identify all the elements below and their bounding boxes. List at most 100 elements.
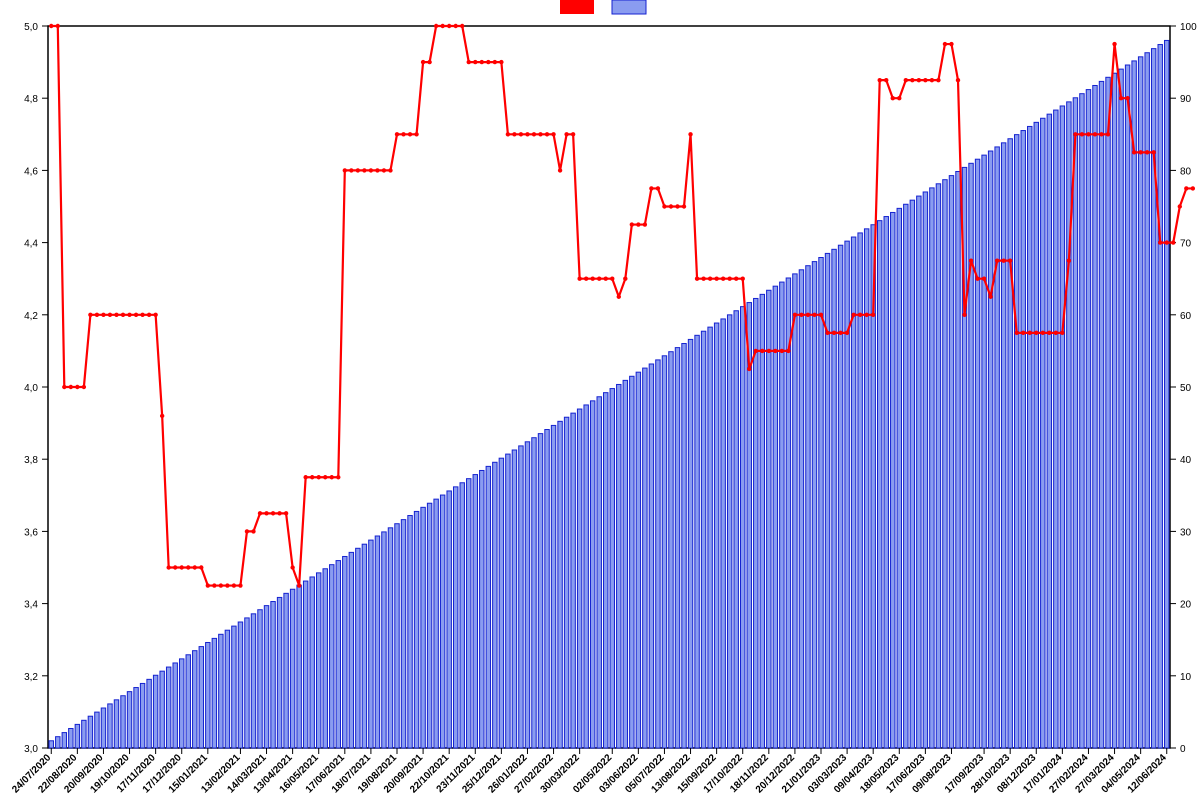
bar [69, 728, 73, 748]
line-marker [434, 24, 438, 28]
line-marker [62, 385, 66, 389]
line-marker [303, 475, 307, 479]
bar [1112, 73, 1116, 748]
bar [956, 171, 960, 748]
line-marker [1008, 258, 1012, 262]
line-marker [245, 529, 249, 533]
bar [551, 425, 555, 748]
line-marker [101, 313, 105, 317]
line-marker [956, 78, 960, 82]
bar [401, 520, 405, 748]
line-marker [962, 313, 966, 317]
bar [930, 188, 934, 748]
bar [323, 569, 327, 748]
line-marker [284, 511, 288, 515]
line-marker [440, 24, 444, 28]
bar [923, 192, 927, 748]
line-marker [349, 168, 353, 172]
line-marker [1093, 132, 1097, 136]
line-marker [714, 277, 718, 281]
bar [173, 663, 177, 748]
bar [316, 573, 320, 748]
line-marker [630, 222, 634, 226]
line-marker [336, 475, 340, 479]
bar [271, 602, 275, 748]
line-marker [845, 331, 849, 335]
y-right-label: 80 [1180, 166, 1192, 177]
line-marker [1119, 96, 1123, 100]
line-marker [264, 511, 268, 515]
bar [330, 565, 334, 748]
bar [1086, 90, 1090, 748]
bar [134, 688, 138, 748]
bar [558, 421, 562, 748]
y-left-label: 3,6 [24, 527, 38, 538]
line-marker [897, 96, 901, 100]
line-marker [1021, 331, 1025, 335]
line-marker [1132, 150, 1136, 154]
line-marker [310, 475, 314, 479]
bar [532, 438, 536, 748]
bar [636, 372, 640, 748]
y-right-label: 70 [1180, 239, 1192, 250]
bar [571, 413, 575, 748]
bar [819, 258, 823, 748]
bar [349, 552, 353, 748]
bar [943, 180, 947, 748]
line-marker [1099, 132, 1103, 136]
bar [1041, 118, 1045, 748]
line-marker [701, 277, 705, 281]
bar [1073, 98, 1077, 748]
line-marker [825, 331, 829, 335]
bar [806, 266, 810, 748]
bar [95, 712, 99, 748]
line-marker [232, 583, 236, 587]
line-marker [401, 132, 405, 136]
line-marker [480, 60, 484, 64]
bar [153, 675, 157, 748]
line-marker [369, 168, 373, 172]
line-marker [454, 24, 458, 28]
line-marker [721, 277, 725, 281]
bar [604, 393, 608, 748]
line-marker [975, 277, 979, 281]
line-marker [708, 277, 712, 281]
bar [219, 634, 223, 748]
bar [630, 376, 634, 748]
line-marker [1178, 204, 1182, 208]
bar [258, 610, 262, 748]
line-marker [1073, 132, 1077, 136]
bar [232, 626, 236, 748]
bar [1060, 106, 1064, 748]
bar [1099, 81, 1103, 748]
bar [56, 737, 60, 748]
bar [101, 708, 105, 748]
line-marker [414, 132, 418, 136]
line-marker [995, 258, 999, 262]
line-marker [186, 565, 190, 569]
bar [675, 348, 679, 748]
line-marker [832, 331, 836, 335]
line-marker [95, 313, 99, 317]
line-marker [238, 583, 242, 587]
bar [499, 458, 503, 748]
bar [1047, 114, 1051, 748]
bar [1021, 131, 1025, 748]
bar [88, 716, 92, 748]
line-marker [760, 349, 764, 353]
line-marker [1028, 331, 1032, 335]
line-marker [297, 583, 301, 587]
line-marker [447, 24, 451, 28]
line-marker [467, 60, 471, 64]
y-right-label: 30 [1180, 527, 1192, 538]
line-marker [493, 60, 497, 64]
bar [480, 470, 484, 748]
line-marker [1112, 42, 1116, 46]
line-marker [1171, 240, 1175, 244]
bar [656, 360, 660, 748]
bar [186, 655, 190, 748]
y-right-label: 50 [1180, 383, 1192, 394]
bar [199, 647, 203, 748]
line-marker [173, 565, 177, 569]
bar [434, 499, 438, 748]
